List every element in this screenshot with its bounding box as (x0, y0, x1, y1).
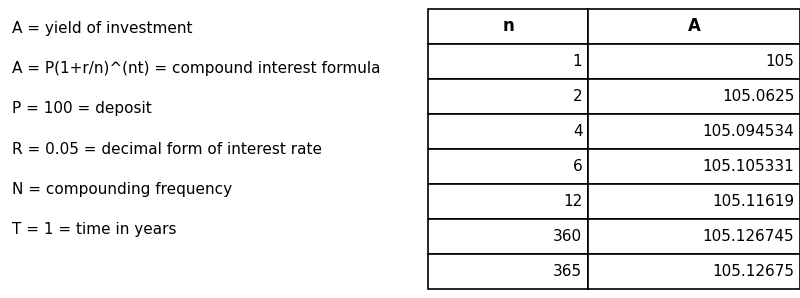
Bar (428, 114, 588, 149)
Text: 105.126745: 105.126745 (702, 229, 794, 244)
Text: 105.105331: 105.105331 (702, 159, 794, 174)
Text: 365: 365 (554, 264, 582, 279)
Bar (428, 149, 588, 184)
Bar (588, 184, 800, 219)
Bar (428, 79, 588, 114)
Bar (588, 79, 800, 114)
Text: R = 0.05 = decimal form of interest rate: R = 0.05 = decimal form of interest rate (12, 142, 322, 156)
Text: P = 100 = deposit: P = 100 = deposit (12, 101, 152, 116)
Text: 360: 360 (554, 229, 582, 244)
Text: A = P(1+r/n)^(nt) = compound interest formula: A = P(1+r/n)^(nt) = compound interest fo… (12, 61, 381, 76)
Bar (588, 114, 800, 149)
Text: N = compounding frequency: N = compounding frequency (12, 182, 232, 197)
Text: 12: 12 (563, 194, 582, 209)
Text: 6: 6 (573, 159, 582, 174)
Text: 2: 2 (573, 89, 582, 104)
Bar (588, 254, 800, 289)
Text: 105.12675: 105.12675 (712, 264, 794, 279)
Text: 105.094534: 105.094534 (702, 124, 794, 139)
Text: n: n (502, 18, 514, 35)
Text: 105: 105 (766, 54, 794, 69)
Text: 4: 4 (573, 124, 582, 139)
Bar (588, 44, 800, 79)
Text: 105.11619: 105.11619 (712, 194, 794, 209)
Text: 105.0625: 105.0625 (722, 89, 794, 104)
Bar (428, 9, 588, 44)
Bar (428, 184, 588, 219)
Bar (588, 9, 800, 44)
Bar (428, 44, 588, 79)
Text: 1: 1 (573, 54, 582, 69)
Text: T = 1 = time in years: T = 1 = time in years (12, 222, 177, 237)
Text: A = yield of investment: A = yield of investment (12, 21, 193, 36)
Text: A: A (687, 18, 701, 35)
Bar (428, 219, 588, 254)
Bar (588, 219, 800, 254)
Bar (428, 254, 588, 289)
Bar (588, 149, 800, 184)
